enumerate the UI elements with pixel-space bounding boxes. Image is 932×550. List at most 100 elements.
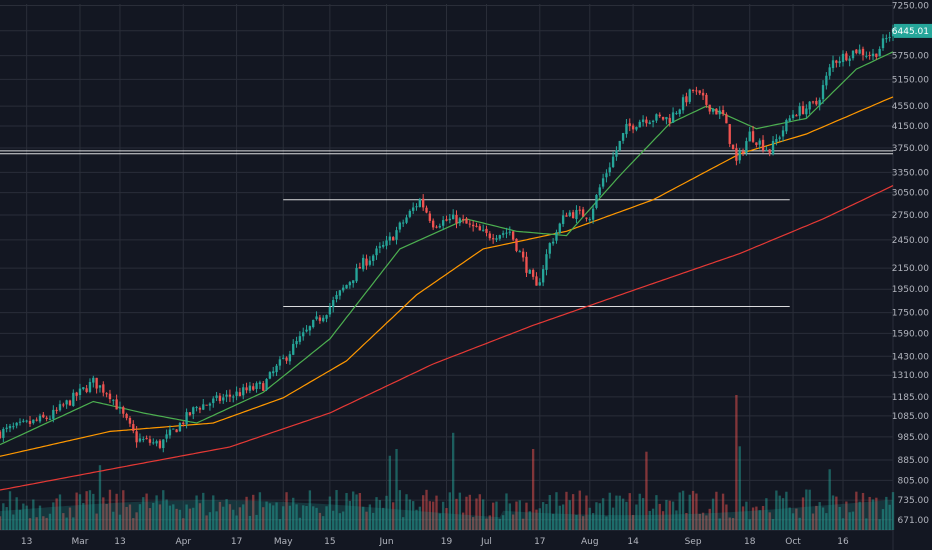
- candle-body: [102, 384, 105, 393]
- volume-bar: [72, 517, 75, 530]
- volume-bar: [811, 513, 815, 530]
- volume-bar: [858, 501, 861, 530]
- volume-bar: [382, 507, 385, 530]
- volume-bar: [318, 512, 322, 530]
- volume-bar: [235, 515, 238, 530]
- volume-bar: [808, 489, 811, 530]
- volume-bar: [621, 498, 625, 530]
- candle-body: [432, 220, 435, 228]
- candle-body: [262, 383, 265, 391]
- candle-body: [745, 141, 748, 153]
- candle-body: [638, 121, 641, 128]
- volume-bar: [52, 502, 55, 530]
- volume-bar: [478, 494, 481, 530]
- volume-bar: [435, 495, 438, 530]
- volume-bar: [265, 501, 268, 530]
- volume-bar: [491, 502, 495, 530]
- candle-body: [828, 67, 831, 76]
- candle-body: [858, 49, 861, 54]
- candle-body: [398, 222, 402, 230]
- candle-body: [551, 241, 555, 244]
- volume-bar: [468, 494, 471, 530]
- candle-body: [0, 431, 2, 438]
- candle-body: [255, 383, 258, 389]
- candle-body: [265, 379, 268, 390]
- volume-bar: [741, 506, 745, 530]
- candle-body: [155, 441, 158, 444]
- volume-bar: [855, 491, 858, 530]
- candle-body: [378, 246, 382, 248]
- volume-bar: [555, 492, 558, 530]
- volume-bar: [48, 513, 52, 530]
- candle-body: [332, 300, 335, 308]
- last-price-box: [894, 23, 932, 38]
- volume-bar: [698, 513, 701, 530]
- candle-body: [182, 422, 185, 425]
- volume-bar: [408, 499, 412, 530]
- y-tick-label: 4550.00: [892, 102, 929, 112]
- candle-body: [272, 371, 275, 374]
- candle-body: [295, 341, 298, 345]
- volume-bar: [535, 509, 538, 530]
- candle-body: [412, 207, 415, 211]
- candle-body: [781, 130, 785, 137]
- candle-body: [835, 60, 838, 63]
- candle-body: [478, 226, 481, 231]
- volume-bar: [412, 501, 415, 530]
- volume-bar: [388, 455, 392, 530]
- volume-ma-area: [0, 500, 893, 530]
- candle-body: [735, 148, 738, 161]
- candle-body: [78, 388, 82, 396]
- x-tick-label: Jun: [378, 537, 393, 547]
- candle-body: [511, 231, 515, 240]
- y-tick-label: 1750.00: [892, 309, 929, 319]
- candle-body: [591, 208, 595, 220]
- candle-body: [788, 118, 791, 121]
- volume-bar: [495, 501, 498, 530]
- volume-bar: [122, 490, 125, 530]
- volume-bar: [565, 491, 568, 530]
- candle-body: [355, 267, 358, 282]
- volume-bar: [295, 504, 298, 530]
- candle-body: [658, 114, 661, 117]
- candle-body: [362, 257, 365, 270]
- candle-body: [58, 404, 62, 411]
- candles: [0, 24, 895, 453]
- volume-bar: [188, 508, 192, 530]
- volume-bar: [528, 511, 531, 530]
- volume-bar: [615, 495, 618, 530]
- candle-body: [761, 139, 765, 151]
- volume-bar: [805, 489, 808, 530]
- volume-bar: [355, 494, 358, 530]
- candle-body: [785, 120, 788, 132]
- volume-bar: [162, 490, 165, 530]
- volume-bar: [798, 517, 801, 530]
- volume-bar: [195, 495, 198, 530]
- candle-body: [118, 406, 122, 409]
- volume-bar: [778, 495, 781, 530]
- volume-bar: [585, 495, 588, 530]
- candle-body: [55, 409, 58, 411]
- candle-body: [22, 420, 25, 422]
- y-tick-label: 5150.00: [892, 75, 929, 85]
- y-tick-label: 3350.00: [892, 168, 929, 178]
- volume-bar: [62, 513, 65, 530]
- candle-body: [718, 110, 721, 115]
- candle-body: [445, 219, 448, 221]
- volume-bar: [8, 491, 12, 530]
- candle-body: [72, 392, 75, 406]
- volume-bar: [511, 514, 515, 530]
- candle-body: [352, 280, 355, 284]
- candle-body: [548, 243, 551, 254]
- volume-bar: [575, 514, 578, 530]
- volume-bar: [545, 504, 548, 530]
- volume-bar: [352, 491, 355, 530]
- candle-body: [268, 372, 272, 379]
- volume-bar: [641, 498, 645, 530]
- volume-bar: [98, 465, 102, 530]
- volume-bar: [155, 495, 158, 530]
- volume-bar: [152, 502, 155, 530]
- volume-bar: [378, 500, 382, 530]
- y-tick-label: 1310.00: [892, 371, 929, 381]
